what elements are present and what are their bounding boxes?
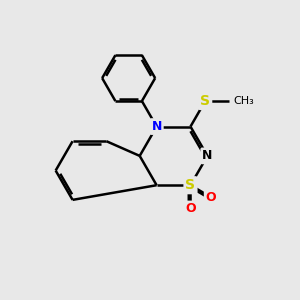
Text: O: O: [185, 202, 196, 215]
Text: N: N: [202, 149, 213, 162]
Text: S: S: [200, 94, 210, 108]
Text: O: O: [206, 191, 216, 204]
Text: CH₃: CH₃: [233, 96, 254, 106]
Text: N: N: [152, 120, 162, 133]
Text: S: S: [185, 178, 196, 192]
